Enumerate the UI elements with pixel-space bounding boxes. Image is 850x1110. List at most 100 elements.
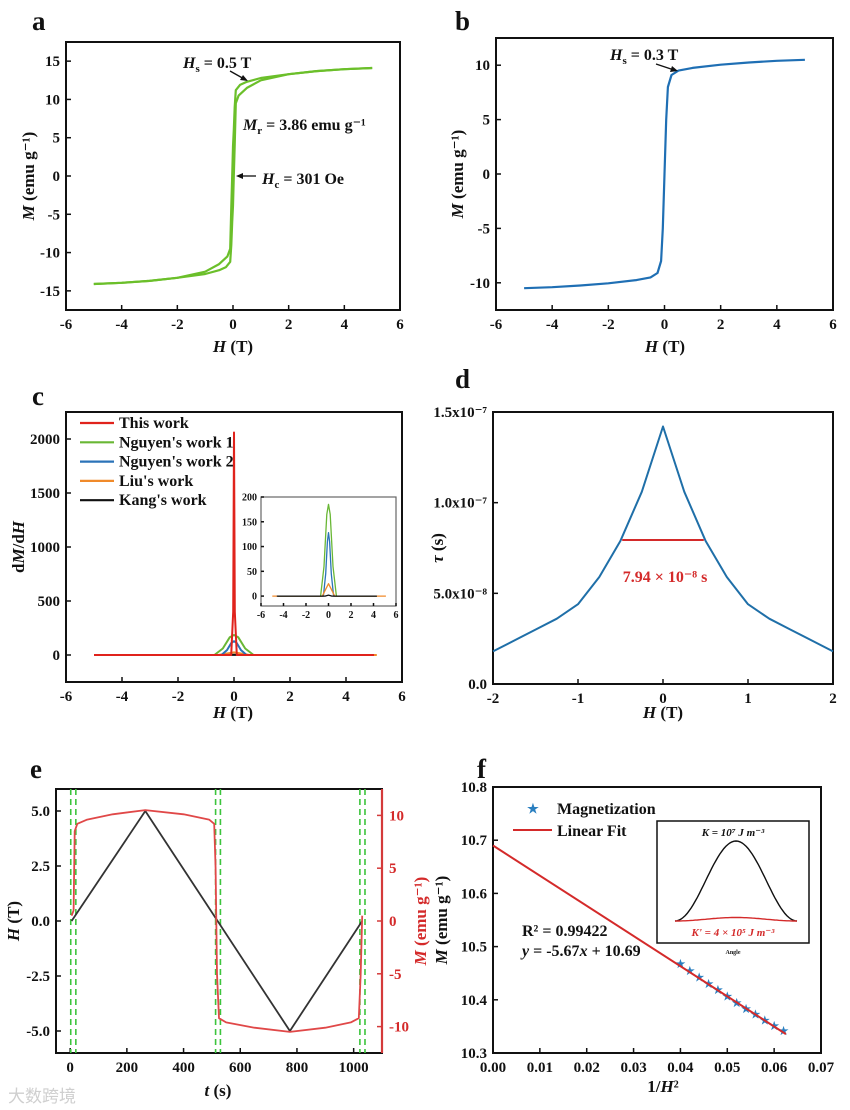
x-tick-label: -6 xyxy=(257,610,265,621)
x-tick-label: 0 xyxy=(326,610,331,621)
panel-d-xlabel: H (T) xyxy=(642,703,683,722)
annotation-hs-a: Hs = 0.5 T xyxy=(182,55,252,75)
panel-d-ylabel: τ (s) xyxy=(428,533,447,563)
y-tick-label: 10 xyxy=(45,92,60,108)
x-tick-label: -2 xyxy=(302,610,310,621)
y-tick-label: 5.0 xyxy=(31,804,50,820)
x-tick-label: 800 xyxy=(286,1060,309,1076)
inset-series-nguyen-s-work-1 xyxy=(277,503,377,597)
y-tick-label: 2.5 xyxy=(31,859,50,875)
x-tick-label: 1000 xyxy=(339,1060,369,1076)
annotation-fwhm-d: 7.94 × 10⁻⁸ s xyxy=(623,569,708,586)
inset-series-nguyen-s-work-2 xyxy=(277,532,377,597)
series-this-work xyxy=(94,431,374,656)
x-tick-label: 6 xyxy=(829,317,837,333)
y-tick-label: 0.0 xyxy=(31,914,50,930)
x-tick-label: -2 xyxy=(602,317,615,333)
series-m-t xyxy=(70,809,364,1033)
inset-background xyxy=(261,497,396,606)
inset-frame xyxy=(656,820,810,944)
x-tick-label: -4 xyxy=(116,689,129,705)
y2-tick-label: 10 xyxy=(389,808,404,824)
y-tick-label: 500 xyxy=(38,594,61,610)
x-tick-label: 4 xyxy=(773,317,781,333)
x-tick-label: 1 xyxy=(744,691,752,707)
series-ascending-branch xyxy=(93,66,373,286)
panel-c-inset: -6 -4 -2 0 2 4 6 0 50 100 150 200 xyxy=(242,493,399,622)
y-tick-label: 100 xyxy=(242,542,257,553)
star-icon: ★ xyxy=(527,801,539,816)
y-tick-label: 5.0x10⁻⁸ xyxy=(433,586,487,602)
x-tick-label: 4 xyxy=(341,317,349,333)
y-tick-label: -5.0 xyxy=(26,1024,50,1040)
y2-tick-label: -5 xyxy=(389,967,402,983)
series-nguyen-s-work-2 xyxy=(108,640,355,656)
annotation-hc-a: Hc = 301 Oe xyxy=(261,171,344,191)
x-tick-label: 0.00 xyxy=(480,1060,506,1076)
x-tick-label: -2 xyxy=(171,317,184,333)
y-tick-label: 150 xyxy=(242,517,257,528)
panel-e-ylabel: H (T) xyxy=(4,901,23,942)
panel-d-chart: -2 -1 0 1 2 0.0 5.0x10⁻⁸ 1.0x10⁻⁷ 1.5x10⁻⁷ xyxy=(433,405,836,707)
x-tick-label: -6 xyxy=(490,317,503,333)
panel-f-inset: K = 10⁷ J m⁻³ K' = 4 × 10⁵ J m⁻³ Angle xyxy=(656,820,810,956)
y-tick-label: 10 xyxy=(475,58,490,74)
y2-tick-label: -10 xyxy=(389,1020,409,1036)
annotation-hs-b: Hs = 0.3 T xyxy=(609,47,679,67)
x-tick-label: -4 xyxy=(279,610,287,621)
x-tick-label: -2 xyxy=(487,691,500,707)
y-tick-label: 5 xyxy=(483,113,491,129)
legend-label-this-work: This work xyxy=(119,415,189,432)
y-tick-label: 1.5x10⁻⁷ xyxy=(433,405,487,421)
y-tick-label: 10.6 xyxy=(461,886,488,902)
x-tick-label: -1 xyxy=(572,691,585,707)
x-tick-label: -6 xyxy=(60,317,73,333)
x-tick-label: 6 xyxy=(396,317,404,333)
series-h xyxy=(492,425,834,653)
y-tick-label: -10 xyxy=(40,246,60,262)
y-tick-label: 10.4 xyxy=(461,993,488,1009)
arrowhead-icon xyxy=(670,66,678,72)
x-tick-label: -4 xyxy=(546,317,559,333)
y-tick-label: 1000 xyxy=(30,540,60,556)
y-tick-label: 50 xyxy=(247,567,257,578)
panel-f-ylabel: M (emu g⁻¹) xyxy=(432,876,451,966)
y-tick-label: 5 xyxy=(53,131,61,147)
y-tick-label: 0 xyxy=(53,169,61,185)
series-linear-fit xyxy=(492,844,787,1035)
panel-e-y2label: M (emu g⁻¹) xyxy=(411,877,430,967)
panel-a-xlabel: H (T) xyxy=(212,337,253,356)
arrowhead-icon xyxy=(236,173,243,179)
plot-frame xyxy=(492,411,834,685)
x-tick-label: 6 xyxy=(394,610,399,621)
panel-b-xlabel: H (T) xyxy=(644,337,685,356)
x-tick-label: -4 xyxy=(115,317,128,333)
y-tick-label: -15 xyxy=(40,284,60,300)
anisotropy-curve-k xyxy=(674,840,798,922)
panel-e-chart: 0 200 400 600 800 1000 -5.0 -2.5 0.0 2.5 5.0 -10 -5 0… xyxy=(26,788,409,1076)
panel-label-f: f xyxy=(477,754,487,784)
legend-label-magnetization: Magnetization xyxy=(557,801,656,818)
y-tick-label: 0 xyxy=(53,648,61,664)
legend-label-liu-s-work: Liu's work xyxy=(119,473,193,490)
y2-tick-label: 5 xyxy=(389,861,397,877)
panel-a-chart: -6 -4 -2 0 2 4 6 -15 -10 -5 0 5 10 15 xyxy=(40,41,404,333)
panel-c-legend: This work Nguyen's work 1 Nguyen's work 2 L… xyxy=(80,415,234,509)
inset-xlabel: Angle xyxy=(726,950,741,956)
x-tick-label: 0 xyxy=(659,691,667,707)
panel-label-c: c xyxy=(32,381,44,411)
panel-c-ylabel: dM/dH xyxy=(9,520,28,573)
series-nguyen-s-work-1 xyxy=(108,634,355,656)
series-m-h xyxy=(524,58,805,290)
y-tick-label: 15 xyxy=(45,54,60,70)
panel-label-e: e xyxy=(30,754,42,784)
y-tick-label: 10.8 xyxy=(461,780,487,796)
x-tick-label: 0 xyxy=(66,1060,74,1076)
y-tick-label: 0 xyxy=(483,167,491,183)
x-tick-label: 0 xyxy=(230,689,238,705)
watermark-logo: 大数跨境 xyxy=(8,1087,76,1107)
x-tick-label: 400 xyxy=(172,1060,195,1076)
x-tick-label: 6 xyxy=(398,689,406,705)
